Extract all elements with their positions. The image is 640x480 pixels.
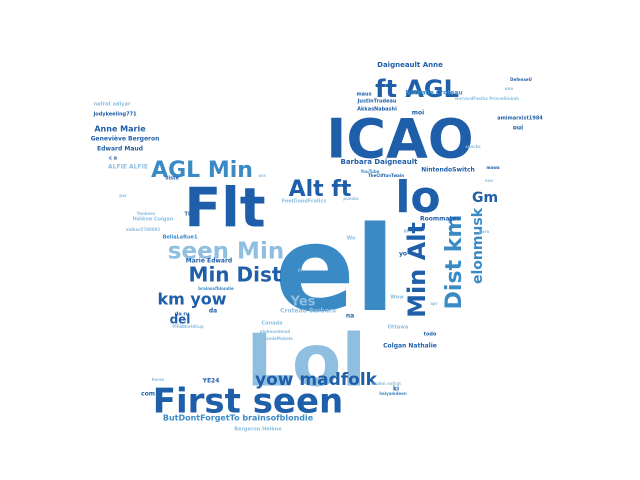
cloud-word: PIFAWorldCup [172,324,204,329]
cloud-word: BellaLaRue1 [163,235,198,241]
cloud-word: nafrat adiyar [94,102,131,108]
cloud-word: Lol [246,319,366,403]
cloud-word: uno [505,86,514,91]
cloud-word: ButDontForgetTo brainsofblondie [163,414,314,423]
cloud-word: Canada [262,321,283,327]
cloud-word: km yow [157,290,226,309]
cloud-word: halyamdeon [379,391,407,396]
cloud-word: Jodykeeling771 [92,112,137,118]
cloud-word: Flt [184,177,265,240]
cloud-word: amimarxist1984 [497,116,543,122]
cloud-word: DefenseU [510,77,532,82]
cloud-word: da [209,308,217,315]
cloud-word: HarvardFosiha PrinceSinbah [455,96,519,101]
cloud-word: yow madfolk [255,370,378,390]
cloud-word: Marie Edward [186,258,232,265]
cloud-word: seen Min [168,239,284,265]
cloud-word: oui [513,125,523,132]
cloud-word: First seen [153,382,344,422]
cloud-word: na [346,313,354,320]
cloud-word: sixden nafrat [371,381,401,386]
cloud-word: do ru [175,312,190,318]
cloud-word: brainsofblondie [198,286,234,291]
cloud-word: ALFIE ALFIE [108,164,148,171]
cloud-word: YolandeMakele [258,336,293,341]
cloud-word: snacks [465,144,481,149]
cloud-word: yo [399,251,407,258]
cloud-word: globeandmail [260,329,291,334]
cloud-word: AkkasNabashi [357,107,397,113]
cloud-word: Hélène Colgan [133,216,174,223]
cloud-word: par [119,193,127,198]
cloud-word: lo [395,172,440,223]
cloud-word: Barbara Daigneault [341,158,419,166]
cloud-word: Alt ft [289,177,352,202]
cloud-word: Colgan Nathalie [383,343,437,350]
cloud-word: Tite [185,212,197,218]
cloud-word: el [275,200,395,338]
cloud-word: para [479,229,490,234]
cloud-word: Min Dist [189,263,282,287]
cloud-word: Croteau Barbara [280,308,336,315]
cloud-word: maus [356,92,371,98]
cloud-word: NintendoSwitch [421,167,475,174]
cloud-word: Anne Marie [94,125,146,134]
cloud-word: Dist km [442,215,467,310]
cloud-word: Wo [347,236,356,242]
cloud-word: mawa [486,165,500,170]
cloud-word: Geneviève Bergeron [91,136,160,143]
cloud-word: Edward Maud [97,146,143,153]
cloud-word: heres [152,377,165,382]
cloud-word: apr [430,301,438,306]
cloud-word: Yes [290,295,316,310]
cloud-word: c a [109,156,117,162]
cloud-word: ki [393,386,399,393]
cloud-word: Min Alt [403,222,431,318]
cloud-word: ICAO [326,108,473,171]
cloud-word: al [403,229,408,235]
cloud-word: TheCliftonTwain [368,173,404,178]
cloud-word: Gm [472,190,498,206]
cloud-word: elonmusk [470,207,486,284]
cloud-word: moi [412,110,424,117]
cloud-word: pumba [343,196,359,201]
cloud-word: YE24 [202,378,220,385]
cloud-word: del [170,313,191,327]
cloud-word: Ottawa [388,325,408,331]
cloud-word: Fr [298,268,302,273]
cloud-word: Wow [390,295,404,301]
cloud-word: Yankees [136,211,156,216]
cloud-word: FeelGoodFrolics [282,199,327,205]
cloud-word: nao [485,178,494,183]
cloud-word: viste [165,176,179,182]
cloud-word: ara [258,173,266,178]
cloud-word: JustinTrudeau [357,99,397,105]
cloud-word: aldkas5780092 [126,227,160,232]
cloud-word: com [141,391,155,398]
cloud-word: ft AGL [375,75,459,103]
cloud-word: todo [424,332,437,338]
cloud-word: AGL Min [151,158,253,183]
cloud-word: Daigneault Anne [377,61,443,69]
cloud-word: Nathalie Croteau [405,90,462,97]
cloud-word: YouTube [360,169,380,174]
cloud-word: Bergeron Hélène [234,426,282,433]
cloud-word: Roommates [420,216,460,223]
